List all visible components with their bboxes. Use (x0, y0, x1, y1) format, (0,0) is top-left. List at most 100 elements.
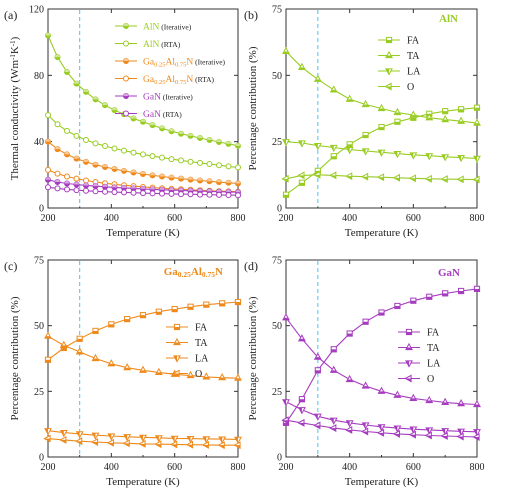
x-tick-label: 800 (470, 213, 485, 224)
legend-label: O (195, 369, 202, 380)
formula-element: N (153, 40, 160, 50)
data-point-half (457, 403, 465, 406)
data-point-highlight (64, 180, 70, 184)
legend-label: FA (427, 328, 440, 339)
data-point-highlight (235, 189, 241, 193)
data-point-highlight (83, 89, 89, 92)
data-point-half (187, 436, 191, 443)
data-point-half (107, 442, 114, 446)
data-point-highlight (178, 176, 184, 179)
data-point-half (346, 147, 350, 154)
x-tick-label: 600 (406, 213, 421, 224)
legend-marker-half (405, 360, 409, 367)
data-point-half (393, 177, 400, 181)
data-point (130, 149, 137, 156)
data-point-half (331, 349, 337, 352)
data-point-highlight (226, 189, 231, 192)
y-axis-label-superscript: -1 (9, 40, 17, 46)
data-point-half (394, 121, 401, 125)
data-point (54, 170, 61, 177)
data-point (159, 190, 165, 197)
plot-frame (47, 259, 239, 458)
data-point-highlight (207, 137, 212, 141)
data-point-half (394, 395, 401, 398)
panel-label: (d) (244, 259, 258, 273)
data-point-half (283, 194, 289, 198)
data-point-highlight (140, 171, 146, 175)
y-tick-label: 80 (34, 71, 44, 82)
data-point-highlight (178, 187, 184, 191)
legend: FA TA LA O (378, 36, 421, 93)
data-point-half (442, 402, 449, 405)
data-point-highlight (140, 119, 146, 122)
data-point-half (473, 123, 481, 126)
data-point-half (234, 445, 241, 449)
data-point-half (172, 309, 178, 312)
legend: FA TA LA O (166, 323, 209, 380)
data-point-half (410, 117, 416, 121)
data-point-highlight (226, 180, 231, 183)
data-point (178, 157, 184, 164)
data-point-half (282, 178, 289, 182)
data-point-highlight (74, 156, 79, 159)
data-point-half (441, 179, 448, 183)
data-point (149, 153, 156, 160)
data-point-half (473, 437, 480, 441)
legend-marker-half (385, 86, 392, 90)
data-point-highlight (159, 125, 165, 129)
legend-marker-half (386, 40, 392, 43)
data-point-half (473, 404, 481, 407)
data-point-highlight (216, 139, 222, 142)
data-point-half (299, 182, 305, 186)
data-point-half (299, 399, 305, 402)
legend-label: TA (427, 343, 440, 354)
data-point-half (219, 437, 223, 443)
y-tick-label: 25 (272, 387, 282, 398)
data-point (168, 156, 175, 163)
data-point-half (347, 144, 353, 147)
data-point-half (330, 370, 337, 373)
data-point (83, 177, 89, 184)
data-point-half (139, 370, 147, 373)
data-point-half (378, 391, 385, 394)
data-point-half (155, 435, 159, 442)
data-point-half (361, 431, 368, 435)
formula-subscript: 0.75 (175, 62, 186, 69)
data-point-half (441, 435, 448, 440)
data-point-half (298, 67, 306, 70)
data-point-half (362, 422, 366, 429)
legend-label: TA (407, 51, 420, 62)
data-point-half (91, 442, 98, 446)
formula-element: Ga (143, 58, 155, 68)
formula-subscript: 0.25 (154, 62, 165, 69)
series-ga0-25al0-75n-iterative (45, 138, 241, 187)
y-tick-label: 25 (272, 137, 282, 148)
y-tick-label: 40 (34, 137, 44, 148)
series-o (43, 434, 241, 450)
x-tick-label: 200 (279, 213, 294, 224)
data-point-half (282, 139, 286, 146)
legend-marker-half (406, 332, 412, 335)
data-point-highlight (102, 164, 108, 168)
data-point (235, 192, 241, 199)
legend-label-suffix: (RTA) (161, 110, 182, 119)
data-point (225, 192, 232, 199)
series-aln-rta (45, 112, 241, 171)
formula-element: Ga (438, 267, 453, 279)
data-point-highlight (207, 188, 212, 192)
data-point-half (426, 427, 430, 434)
data-point-highlight (83, 182, 89, 186)
data-point-highlight (131, 170, 136, 173)
data-point-highlight (121, 185, 127, 188)
data-point (130, 189, 137, 196)
data-point-half (61, 347, 67, 351)
x-tick-label: 600 (406, 462, 421, 473)
data-point (235, 164, 241, 171)
data-point-half (377, 432, 384, 436)
data-point (206, 191, 213, 198)
y-tick-label: 50 (272, 321, 282, 332)
data-point-half (474, 288, 480, 292)
y-tick-label: 75 (272, 5, 282, 16)
data-point-half (362, 104, 369, 107)
data-point-half (473, 429, 477, 436)
